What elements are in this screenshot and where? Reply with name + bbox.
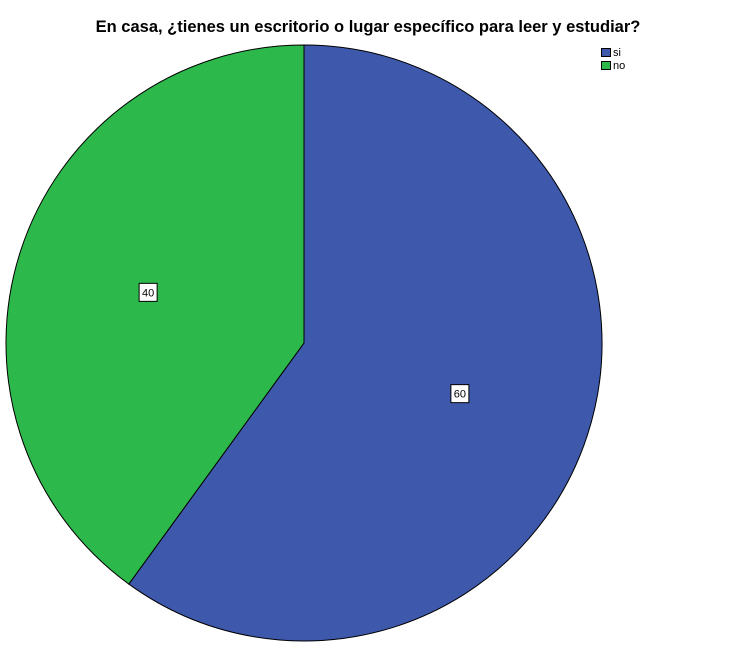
- legend: si no: [601, 46, 625, 72]
- slice-data-label-si: 60: [450, 384, 470, 404]
- legend-item-no: no: [601, 59, 625, 72]
- data-label-text-no: 40: [142, 287, 154, 299]
- pie-slice-si: [128, 44, 603, 642]
- chart-title: En casa, ¿tienes un escritorio o lugar e…: [95, 18, 641, 36]
- pie-slice-no: [5, 44, 305, 585]
- legend-label-si: si: [613, 46, 621, 59]
- data-label-text-si: 60: [454, 389, 466, 401]
- legend-label-no: no: [613, 59, 626, 72]
- slice-data-label-no: 40: [138, 282, 158, 302]
- legend-swatch-no: [601, 61, 611, 70]
- legend-item-si: si: [601, 46, 625, 59]
- data-label-box-no: [138, 282, 158, 302]
- legend-swatch-si: [601, 48, 611, 57]
- data-label-box-si: [450, 384, 470, 404]
